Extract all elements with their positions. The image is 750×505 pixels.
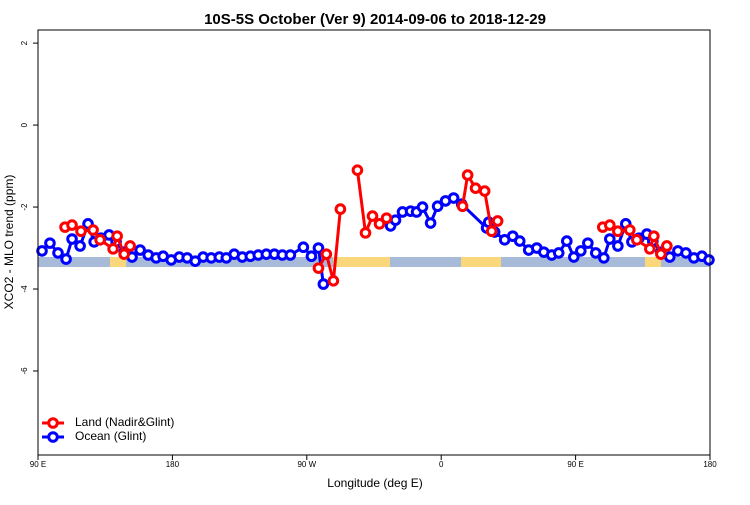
data-point xyxy=(552,247,565,259)
data-point xyxy=(575,245,587,257)
data-point xyxy=(44,237,56,249)
x-tick-label: 180 xyxy=(703,460,717,469)
data-point xyxy=(513,235,526,247)
data-point xyxy=(648,230,660,242)
data-point xyxy=(284,249,297,261)
data-point xyxy=(327,275,340,287)
y-tick-label: 2 xyxy=(20,40,29,45)
land-ocean-strip xyxy=(38,257,710,267)
data-point xyxy=(36,245,48,257)
data-point xyxy=(644,243,656,255)
data-point xyxy=(74,240,86,252)
data-point xyxy=(334,203,347,215)
data-point xyxy=(456,200,469,213)
data-point xyxy=(111,230,123,242)
data-point xyxy=(87,224,99,236)
data-point xyxy=(359,227,372,239)
y-tick-label: -6 xyxy=(20,367,29,375)
data-point xyxy=(373,218,386,230)
data-point xyxy=(589,247,602,259)
land-strip xyxy=(110,257,126,267)
y-tick-label: -2 xyxy=(20,203,29,211)
land-strip xyxy=(645,257,661,267)
data-point xyxy=(380,212,393,224)
data-point xyxy=(491,215,504,227)
legend-label: Ocean (Glint) xyxy=(75,429,146,443)
chart-title: 10S-5S October (Ver 9) 2014-09-06 to 201… xyxy=(204,11,546,28)
data-point xyxy=(107,243,119,255)
x-tick-label: 90 W xyxy=(297,460,316,469)
data-point xyxy=(664,251,676,263)
y-tick-label: 0 xyxy=(20,122,29,127)
data-point xyxy=(118,248,130,260)
land-strip xyxy=(333,257,390,267)
data-point xyxy=(655,248,667,260)
data-point xyxy=(66,233,78,245)
data-point xyxy=(320,248,333,260)
data-point xyxy=(134,244,146,256)
data-point xyxy=(75,225,87,238)
data-point xyxy=(424,217,437,229)
data-point xyxy=(351,164,364,176)
data-point xyxy=(703,254,715,266)
data-point xyxy=(624,224,636,236)
data-point xyxy=(317,278,330,290)
y-tick-label: -4 xyxy=(20,285,29,293)
data-point xyxy=(312,262,325,274)
data-point xyxy=(612,240,624,252)
data-point xyxy=(568,251,580,263)
data-point xyxy=(582,237,594,249)
data-point xyxy=(60,253,72,265)
data-point xyxy=(389,214,402,226)
data-point xyxy=(612,225,624,238)
data-point xyxy=(560,235,573,247)
x-axis-label: Longitude (deg E) xyxy=(327,476,422,490)
x-tick-label: 90 E xyxy=(30,460,46,469)
data-point xyxy=(94,234,106,246)
data-point xyxy=(478,185,491,197)
plot-area xyxy=(36,164,715,290)
land-strip xyxy=(461,257,501,267)
data-point xyxy=(680,247,692,259)
legend-marker xyxy=(47,417,59,429)
data-point xyxy=(305,250,318,263)
x-tick-label: 0 xyxy=(439,460,444,469)
data-point xyxy=(661,240,673,252)
data-point xyxy=(447,192,460,204)
legend-marker xyxy=(47,431,59,443)
legend-label: Land (Nadir&Glint) xyxy=(75,415,174,429)
data-point xyxy=(312,242,325,254)
data-point xyxy=(461,169,474,181)
data-point xyxy=(66,219,78,231)
data-point xyxy=(52,247,64,259)
data-point xyxy=(366,210,379,222)
data-point xyxy=(297,241,310,254)
data-point xyxy=(469,182,482,194)
data-point xyxy=(431,200,444,213)
plot-frame xyxy=(37,29,711,456)
data-point xyxy=(603,219,616,231)
x-tick-label: 180 xyxy=(166,460,180,469)
y-axis-label: XCO2 - MLO trend (ppm) xyxy=(2,175,16,310)
data-point xyxy=(631,234,643,246)
data-point xyxy=(603,233,616,245)
data-point xyxy=(124,240,136,252)
data-point xyxy=(485,225,498,238)
x-tick-label: 90 E xyxy=(567,460,583,469)
data-point xyxy=(598,252,610,264)
data-point xyxy=(416,201,429,213)
